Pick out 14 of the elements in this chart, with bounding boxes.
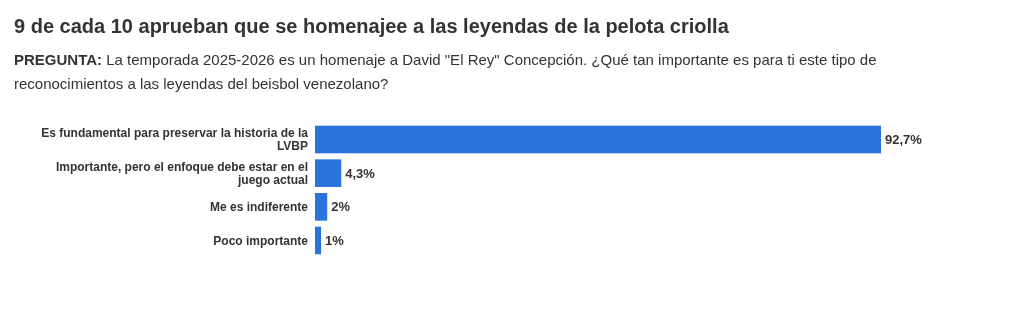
data-label: 4,3% [345,165,376,181]
y-tick-label: Es fundamental para preservar la historia de la LVBP [41,125,309,153]
data-label: 92,7% [885,131,923,147]
data-label: 2% [331,199,351,215]
chart-title: 9 de cada 10 aprueban que se homenajee a las leyendas de la pelota criolla [14,15,730,37]
bar [315,193,328,221]
data-label: 1% [325,233,345,249]
bar [315,226,322,255]
bar [315,159,342,187]
y-tick-label: Importante, pero el enfoque debe estar en el juego actual [55,159,308,187]
chart-subtitle: PREGUNTA: La temporada 2025-2026 es un homenaje a David "El Rey" Concepción. ¿Qué tan importante es para ti este tipo de reconocimientos a las leyendas del beisbol venezolano? [14,51,877,92]
y-tick-label: Me es indiferente [209,199,309,214]
y-tick-label: Poco importante [213,233,309,248]
bar [315,125,881,154]
